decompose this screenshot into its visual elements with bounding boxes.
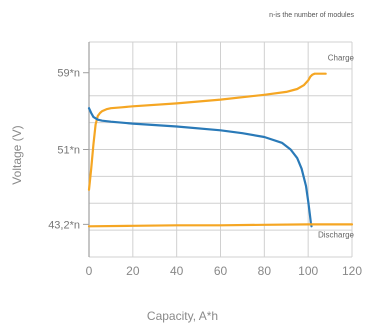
- chart-series: [87, 72, 354, 228]
- x-tick-label: 0: [86, 264, 93, 278]
- x-tick-label: 60: [214, 264, 228, 278]
- y-axis-title: Voltage (V): [10, 125, 24, 184]
- x-tick-label: 120: [342, 264, 362, 278]
- modules-note: n-is the number of modules: [269, 12, 354, 19]
- y-tick-label: 43,2*n: [48, 219, 80, 231]
- series-label-discharge: Discharge: [318, 230, 355, 239]
- x-axis-title: Capacity, A*h: [146, 309, 219, 323]
- x-tick-label: 80: [258, 264, 272, 278]
- chart-grid: [89, 41, 353, 258]
- y-tick-label: 59*n: [57, 68, 80, 80]
- chart-axes: [83, 42, 90, 257]
- x-tick-label: 40: [170, 264, 184, 278]
- series-line-2: [87, 223, 354, 228]
- series-label-charge: Charge: [328, 54, 355, 63]
- x-tick-label: 20: [126, 264, 140, 278]
- series-line-1: [87, 107, 313, 228]
- x-tick-label: 100: [298, 264, 318, 278]
- series-line-0: [87, 72, 327, 191]
- y-tick-label: 51*n: [57, 145, 80, 157]
- chart-labels: 59*n 51*n 43,2*n 0 20 40 60 80 100 120 Charge Disch…: [48, 54, 362, 278]
